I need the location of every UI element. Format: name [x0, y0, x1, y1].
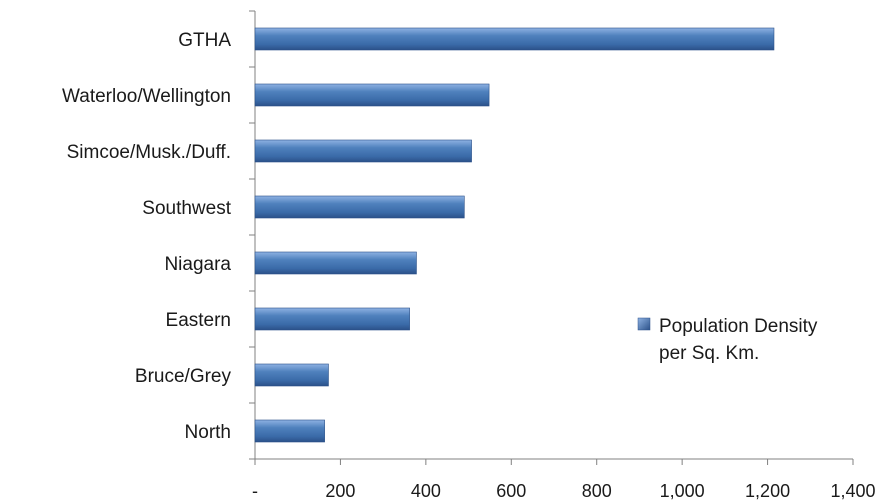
- legend-label-line-1: Population Density: [659, 316, 818, 337]
- x-tick-label: 1,000: [660, 481, 705, 500]
- category-label: GTHA: [178, 30, 231, 51]
- bar: [254, 83, 490, 107]
- x-tick-label: 200: [325, 481, 355, 500]
- x-tick-label: 400: [411, 481, 441, 500]
- bar: [254, 27, 775, 51]
- legend-label-line-2: per Sq. Km.: [659, 343, 759, 364]
- bar: [254, 139, 472, 163]
- bar: [254, 195, 465, 219]
- bar: [254, 363, 329, 387]
- legend-swatch: [637, 317, 651, 331]
- bar: [254, 251, 417, 275]
- legend: Population Density per Sq. Km.: [637, 316, 818, 364]
- category-label: Simcoe/Musk./Duff.: [67, 142, 231, 163]
- x-tick-label: 800: [582, 481, 612, 500]
- category-label: Southwest: [142, 198, 231, 219]
- category-label: Eastern: [166, 310, 231, 331]
- x-tick-label: 1,200: [745, 481, 790, 500]
- category-label: Niagara: [164, 254, 231, 275]
- category-label: North: [185, 422, 231, 443]
- category-label: Bruce/Grey: [135, 366, 232, 387]
- x-tick-label: -: [252, 481, 258, 500]
- x-tick-label: 600: [496, 481, 526, 500]
- plot-area: - 200 400 600 800 1,000 1,200 1,400 GTHA Waterloo…: [62, 10, 876, 500]
- x-tick-label: 1,400: [830, 481, 875, 500]
- category-label: Waterloo/Wellington: [62, 86, 231, 107]
- bar: [254, 307, 410, 331]
- bar: [254, 419, 325, 443]
